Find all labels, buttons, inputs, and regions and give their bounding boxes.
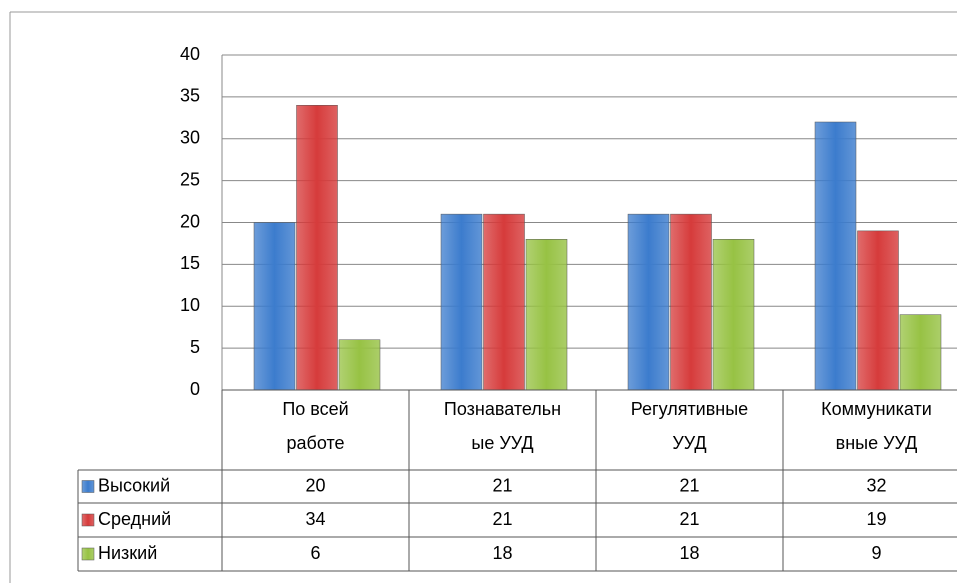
x-category-cell: Регулятивные УУД <box>630 399 749 453</box>
table-value: 21 <box>492 475 512 495</box>
bar <box>296 105 338 391</box>
table-value: 6 <box>310 543 320 563</box>
legend-label: Высокий <box>98 475 170 495</box>
bar <box>627 213 670 391</box>
legend-key <box>81 480 95 493</box>
x-tick-label: Познавательные УУД <box>443 399 562 453</box>
y-tick-label: 5 <box>190 337 200 357</box>
bar <box>712 239 755 391</box>
table-value: 20 <box>305 475 325 495</box>
table-value: 19 <box>866 509 886 529</box>
x-tick-label: Регулятивные УУД <box>630 399 749 453</box>
y-tick-label: 25 <box>180 169 200 189</box>
x-category-cell: По всей работе <box>282 399 349 453</box>
bar <box>338 339 381 391</box>
table-value: 21 <box>679 509 699 529</box>
legend-label: Низкий <box>98 543 157 563</box>
table-value: 9 <box>871 543 881 563</box>
table-value: 21 <box>679 475 699 495</box>
table-value: 32 <box>866 475 886 495</box>
x-category-cell: Коммуникативные УУД <box>821 399 932 453</box>
bar <box>525 239 568 391</box>
y-tick-label: 35 <box>180 86 200 106</box>
legend-label: Средний <box>98 509 171 529</box>
x-tick-label: Коммуникативные УУД <box>821 399 932 453</box>
x-tick-label: По всей работе <box>282 399 349 453</box>
bar <box>670 213 712 391</box>
bar <box>899 314 942 391</box>
legend-key <box>81 513 95 527</box>
bar <box>440 213 483 391</box>
x-category-cell: Познавательные УУД <box>443 399 562 453</box>
y-tick-label: 0 <box>190 379 200 399</box>
y-tick-label: 10 <box>180 295 200 315</box>
bar <box>814 121 857 391</box>
table-value: 34 <box>305 509 325 529</box>
legend-key <box>81 547 95 561</box>
y-tick-label: 20 <box>180 211 200 231</box>
y-tick-label: 30 <box>180 128 200 148</box>
y-tick-label: 15 <box>180 253 200 273</box>
bar <box>253 222 296 391</box>
bar <box>857 230 899 391</box>
table-value: 21 <box>492 509 512 529</box>
bar <box>483 213 525 391</box>
table-value: 18 <box>679 543 699 563</box>
table-value: 18 <box>492 543 512 563</box>
y-tick-label: 40 <box>180 44 200 64</box>
